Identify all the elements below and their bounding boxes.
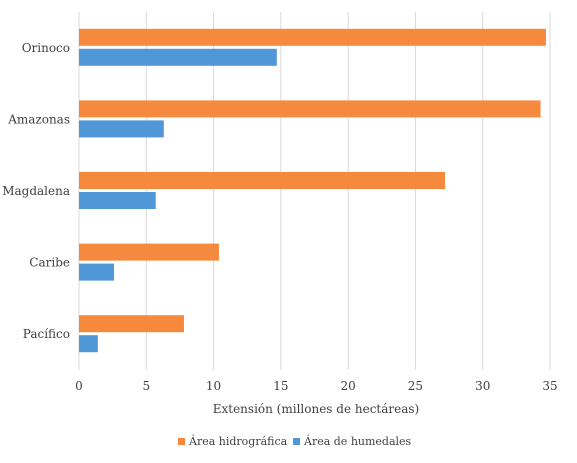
legend-label-wetland: Área de humedales [303, 434, 412, 448]
category-label: Pacífico [23, 327, 70, 341]
category-label: Magdalena [2, 184, 70, 198]
bar-wetland-1 [79, 120, 164, 138]
legend-swatch-wetland [293, 438, 300, 445]
bar-wetland-4 [79, 335, 98, 353]
category-label: Caribe [29, 256, 70, 270]
x-tick-label: 25 [408, 379, 423, 393]
gridlines [78, 12, 551, 370]
x-tick-label: 5 [142, 379, 150, 393]
category-label: Amazonas [7, 112, 70, 126]
bar-wetland-3 [79, 263, 114, 281]
category-labels: Orinoco Amazonas Magdalena Caribe Pacífico [2, 41, 70, 341]
x-tick-label: 15 [273, 379, 288, 393]
bar-hydrographic-1 [79, 100, 541, 118]
x-axis-title: Extensión (millones de hectáreas) [213, 402, 420, 416]
x-tick-label: 20 [341, 379, 356, 393]
bar-hydrographic-0 [79, 28, 546, 46]
x-tick-label: 0 [75, 379, 83, 393]
x-tick-label: 35 [542, 379, 557, 393]
bars [79, 28, 546, 353]
legend: Área hidrográfica Área de humedales [178, 434, 412, 448]
bar-wetland-2 [79, 192, 156, 209]
category-label: Orinoco [22, 41, 70, 55]
x-tick-labels: 0 5 10 15 20 25 30 35 [75, 379, 557, 393]
legend-swatch-hydrographic [178, 438, 185, 445]
bar-hydrographic-3 [79, 243, 219, 261]
x-tick-label: 10 [206, 379, 221, 393]
legend-label-hydrographic: Área hidrográfica [188, 434, 288, 448]
bar-hydrographic-2 [79, 172, 446, 189]
bar-hydrographic-4 [79, 315, 184, 333]
bar-wetland-0 [79, 48, 277, 66]
x-tick-label: 30 [475, 379, 490, 393]
